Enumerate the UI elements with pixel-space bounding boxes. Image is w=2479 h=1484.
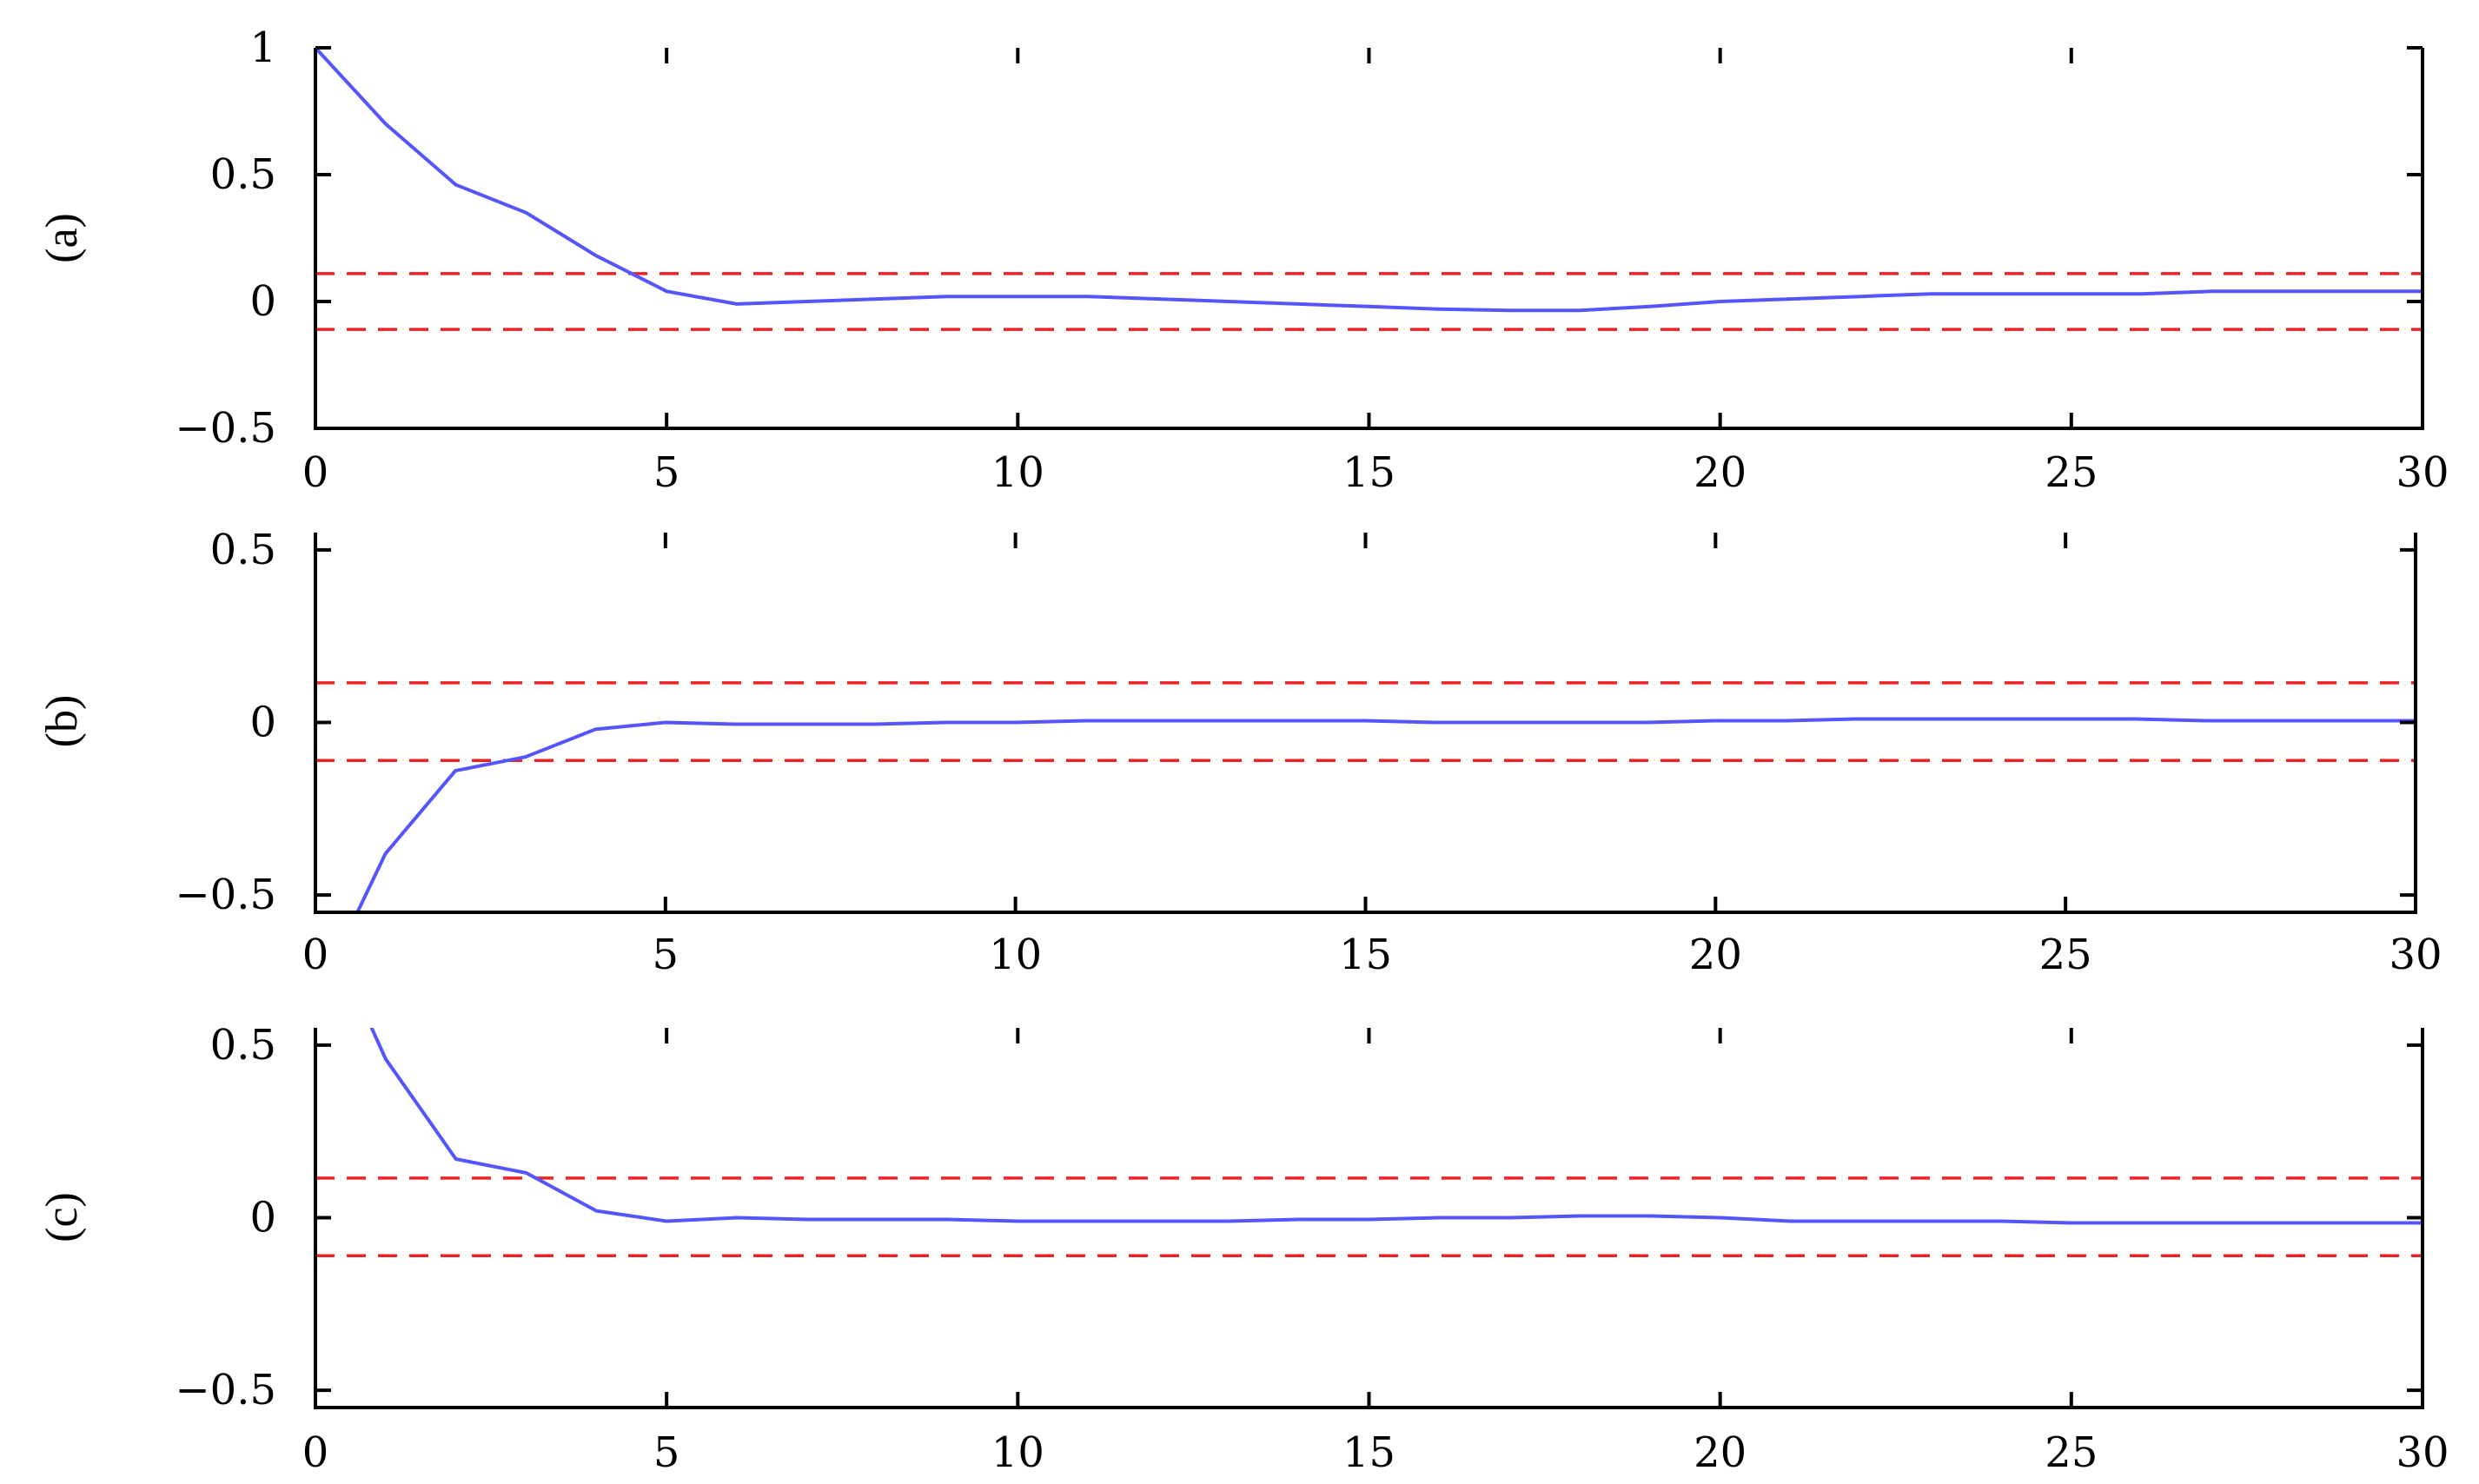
x-tick-label: 15 xyxy=(1339,931,1392,979)
x-tick-label: 20 xyxy=(1689,931,1742,979)
y-tick-label: 0 xyxy=(249,277,276,326)
x-tick-label: 10 xyxy=(991,448,1044,497)
y-tick-label: 1 xyxy=(249,23,276,72)
axes-frame xyxy=(314,48,2424,430)
y-tick-label: 0 xyxy=(249,699,276,747)
x-tick-label: 25 xyxy=(2045,1428,2098,1477)
x-tick-label: 0 xyxy=(302,931,329,979)
x-tick-label: 15 xyxy=(1342,448,1395,497)
x-tick-label: 30 xyxy=(2389,931,2442,979)
panel-2: 0 5 10 15 20 25 30 −0.5 0 0.5 (b) xyxy=(37,526,2443,979)
x-tick-label: 0 xyxy=(302,448,329,497)
x-tick-label: 20 xyxy=(1694,448,1747,497)
y-tick-label: 0.5 xyxy=(210,150,276,199)
x-tick-label: 10 xyxy=(991,1428,1044,1477)
y-tick-label: 0.5 xyxy=(210,526,276,574)
x-tick-label: 20 xyxy=(1694,1428,1747,1477)
x-tick-label: 15 xyxy=(1342,1428,1395,1477)
y-tick-label: −0.5 xyxy=(175,1366,276,1414)
x-tick-label: 5 xyxy=(653,448,680,497)
x-tick-label: 10 xyxy=(989,931,1042,979)
y-tick-label: 0 xyxy=(249,1194,276,1242)
series-line-1 xyxy=(315,48,2423,313)
x-tick-label: 0 xyxy=(302,1428,329,1477)
x-tick-label: 5 xyxy=(653,931,679,979)
x-tick-label: 5 xyxy=(653,1428,680,1477)
y-tick-label: −0.5 xyxy=(175,404,276,453)
y-tick-label: −0.5 xyxy=(175,871,276,919)
series-line-1 xyxy=(369,1028,2423,1225)
y-tick-label: 0.5 xyxy=(210,1021,276,1070)
x-tick-label: 30 xyxy=(2396,1428,2449,1477)
panel-label: (b) xyxy=(37,695,87,748)
panel-1: 0 5 10 15 20 25 30 −0.5 0 0.5 1 (a) xyxy=(37,23,2449,497)
panel-label: (a) xyxy=(37,213,87,263)
x-tick-label: 30 xyxy=(2396,448,2449,497)
panel-3: 0 5 10 15 20 25 30 −0.5 0 0.5 (c) xyxy=(37,1021,2449,1477)
x-tick-label: 25 xyxy=(2045,448,2098,497)
x-tick-label: 25 xyxy=(2039,931,2092,979)
panel-label: (c) xyxy=(37,1192,87,1242)
series-line-1 xyxy=(355,717,2416,912)
